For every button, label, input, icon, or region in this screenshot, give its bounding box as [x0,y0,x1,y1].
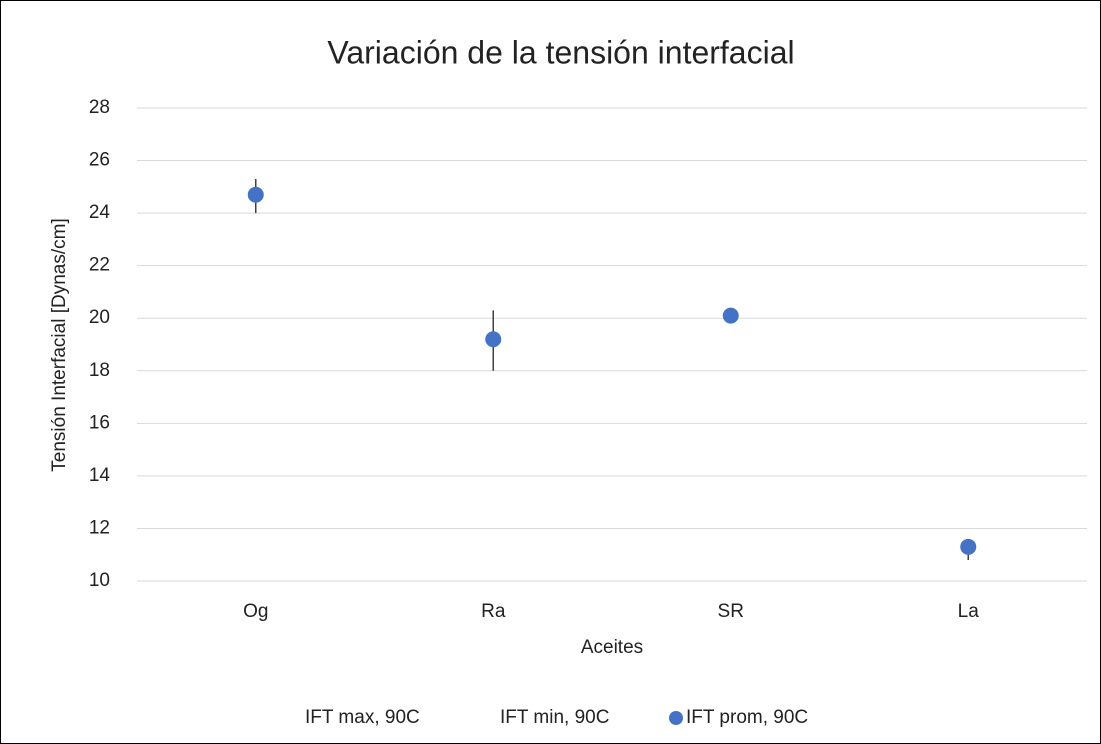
data-point [485,331,502,348]
x-tick-label: La [958,601,980,622]
legend-label: IFT prom, 90C [686,707,808,728]
x-tick-label: SR [718,601,744,622]
legend-label: IFT max, 90C [305,707,420,728]
chart-title: Variación de la tensión interfacial [327,34,794,70]
y-tick-label: 24 [89,202,111,223]
y-tick-label: 16 [89,412,110,433]
data-point [722,307,739,324]
data-point [247,186,264,203]
legend-label: IFT min, 90C [500,707,609,728]
y-tick-label: 18 [89,360,110,381]
y-tick-label: 26 [89,150,110,171]
legend-marker [669,711,683,725]
x-tick-label: Ra [481,601,506,622]
y-tick-label: 22 [89,255,110,276]
x-axis-title: Aceites [581,637,643,658]
y-tick-label: 14 [89,465,111,486]
y-axis-title: Tensión Interfacial [Dynas/cm] [49,218,70,471]
y-tick-label: 28 [89,97,110,118]
y-tick-label: 10 [89,570,110,591]
x-tick-label: Og [243,601,268,622]
y-tick-label: 12 [89,517,110,538]
data-point [960,538,977,555]
y-tick-label: 20 [89,307,110,328]
